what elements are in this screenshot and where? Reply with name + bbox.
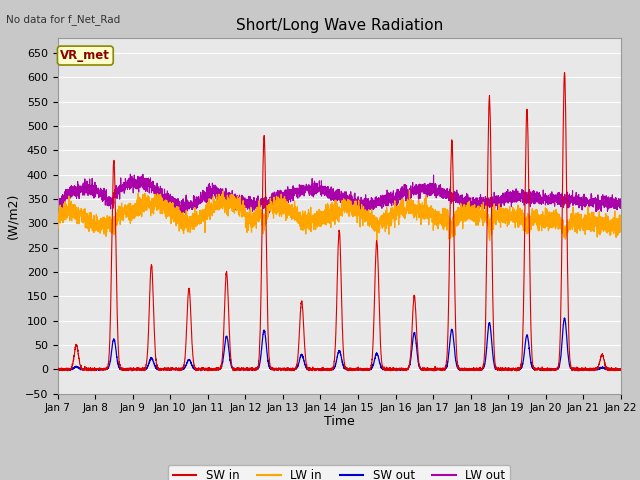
X-axis label: Time: Time xyxy=(324,415,355,428)
Title: Short/Long Wave Radiation: Short/Long Wave Radiation xyxy=(236,18,443,33)
Text: VR_met: VR_met xyxy=(60,49,110,62)
Legend: SW in, LW in, SW out, LW out: SW in, LW in, SW out, LW out xyxy=(168,465,510,480)
Text: No data for f_Net_Rad: No data for f_Net_Rad xyxy=(6,14,121,25)
Y-axis label: (W/m2): (W/m2) xyxy=(6,193,19,239)
